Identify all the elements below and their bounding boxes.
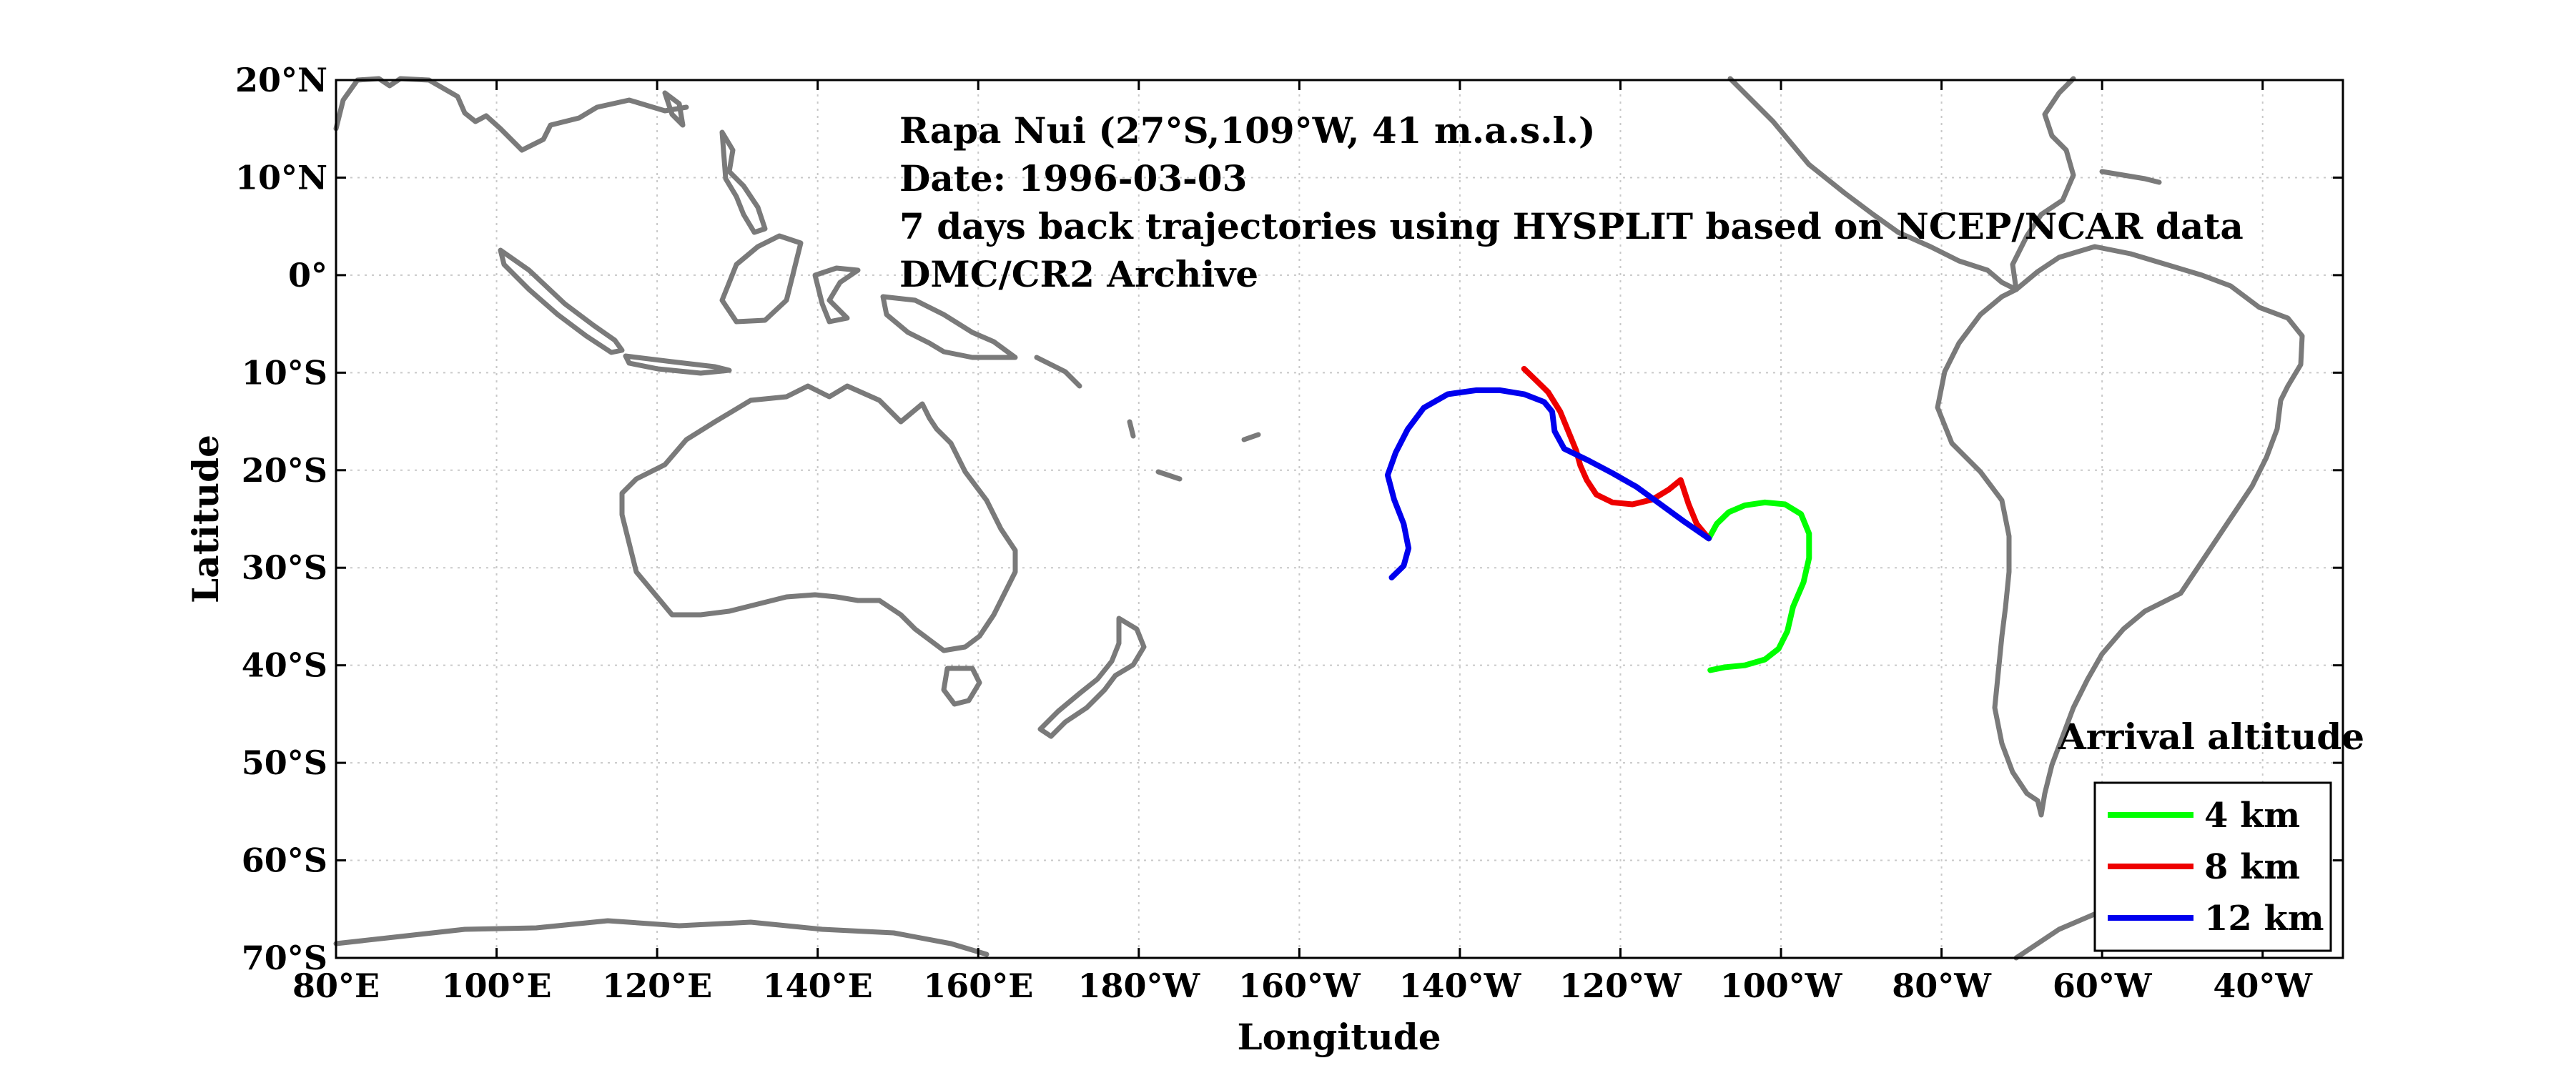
y-tick-label: 60°S (242, 841, 327, 880)
trajectory-8km (1521, 365, 1712, 542)
plot-frame (335, 79, 2344, 959)
annotation-line-3: 7 days back trajectories using HYSPLIT b… (899, 205, 2244, 247)
coastline-japan (662, 90, 686, 128)
trajectories (1384, 365, 1812, 673)
axis-ticks: 80°E 100°E 120°E 140°E 160°E 180°W 160°W 140°W 1… (235, 61, 2343, 1005)
x-tick-label: 100°W (1720, 966, 1843, 1005)
x-tick-label: 120°E (602, 966, 712, 1005)
x-tick-label: 100°E (442, 966, 552, 1005)
coastline-tasmania (941, 666, 982, 707)
annotation-line-1: Rapa Nui (27°S,109°W, 41 m.a.s.l.) (899, 109, 1596, 152)
x-tick-label: 140°E (763, 966, 873, 1005)
coastline-caribbean (2099, 169, 2162, 185)
y-axis-label: Latitude (184, 435, 227, 603)
x-tick-label: 40°W (2213, 966, 2313, 1005)
x-tick-label: 160°W (1238, 966, 1361, 1005)
legend-entry-label: 12 km (2204, 899, 2324, 939)
coastline-new-guinea (880, 294, 1018, 360)
annotation-block: Rapa Nui (27°S,109°W, 41 m.a.s.l.) Date: … (899, 109, 2244, 295)
coastlines (333, 76, 2305, 961)
coastline-borneo (719, 233, 804, 325)
x-tick-label: 140°W (1399, 966, 1522, 1005)
annotation-line-2: Date: 1996-03-03 (899, 157, 1247, 199)
coastline-new-zealand (1037, 615, 1147, 739)
coastline-australia (619, 383, 1018, 653)
coastline-sulawesi (812, 265, 861, 325)
x-tick-label: 80°E (292, 966, 380, 1005)
coastline-sumatra (498, 247, 625, 355)
x-tick-label: 180°W (1077, 966, 1200, 1005)
legend-entry-label: 4 km (2204, 796, 2300, 836)
coastline-asia (333, 76, 689, 153)
coastline-java (623, 353, 732, 376)
y-tick-label: 10°S (242, 353, 327, 392)
coastline-fiji (1241, 432, 1261, 442)
y-tick-label: 50°S (242, 743, 327, 782)
x-tick-label: 60°W (2053, 966, 2153, 1005)
x-tick-label: 80°W (1892, 966, 1992, 1005)
y-tick-label: 0° (288, 256, 327, 295)
x-tick-label: 160°E (923, 966, 1033, 1005)
trajectory-4km (1706, 499, 1812, 673)
trajectory-12km (1384, 387, 1712, 580)
x-axis-label: Longitude (1237, 1016, 1441, 1058)
legend-title: Arrival altitude (2058, 716, 2364, 758)
coastline-south-america (1935, 244, 2305, 818)
coastline-new-caledonia (1155, 469, 1183, 482)
y-tick-label: 20°N (235, 61, 327, 99)
legend-entry-label: 8 km (2204, 847, 2300, 887)
y-tick-label: 10°N (235, 158, 327, 197)
coastline-philippines (719, 129, 768, 235)
y-tick-label: 20°S (242, 451, 327, 490)
y-tick-label: 30°S (242, 548, 327, 587)
coastline-solomon-islands (1034, 355, 1082, 389)
coastline-vanuatu (1127, 419, 1136, 439)
annotation-line-4: DMC/CR2 Archive (899, 253, 1258, 295)
legend: Arrival altitude 4 km 8 km 12 km (2058, 716, 2364, 952)
x-tick-label: 120°W (1559, 966, 1682, 1005)
y-tick-label: 40°S (242, 646, 327, 685)
y-tick-label: 70°S (242, 939, 327, 977)
coastline-antarctica (333, 918, 990, 957)
